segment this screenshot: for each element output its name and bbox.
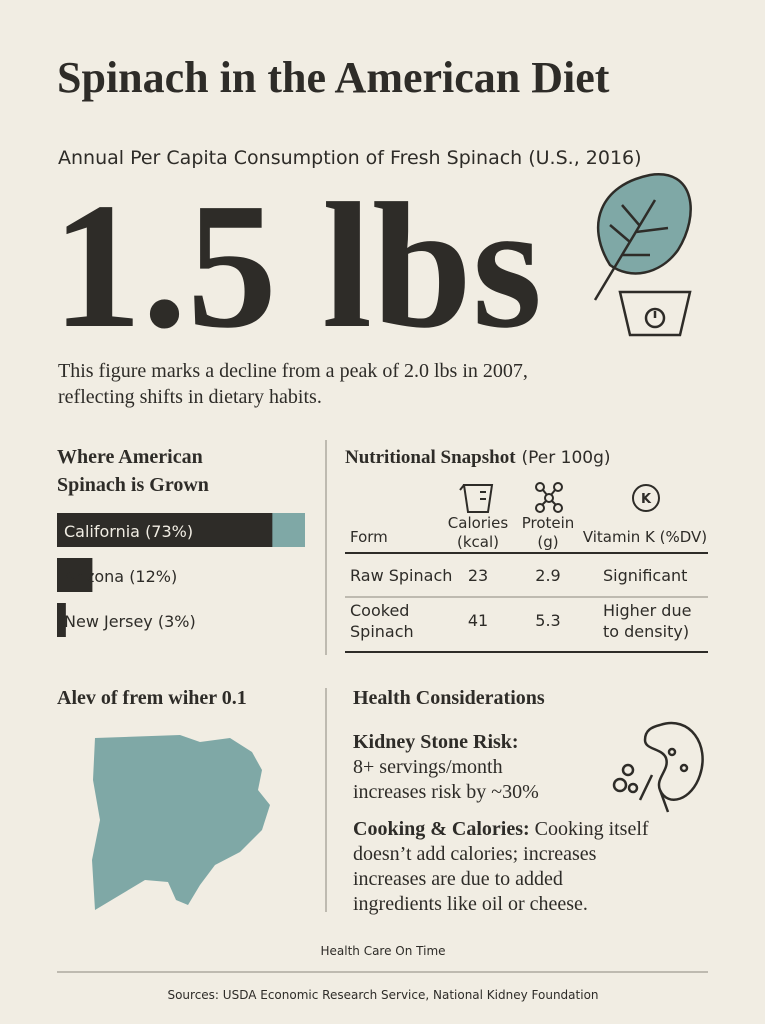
kidney-icon	[612, 721, 704, 813]
column-header: Protein	[522, 514, 575, 532]
cooking-heading: Cooking & Calories:	[353, 818, 530, 840]
health-title: Health Considerations	[353, 687, 545, 709]
state-bar	[57, 603, 66, 637]
cooking-text: increases are due to added	[353, 868, 563, 890]
title: Spinach in the American Diet	[57, 53, 610, 102]
table-cell: to density)	[603, 622, 689, 641]
nutrition-title-main: Nutritional Snapshot	[345, 447, 516, 468]
nutrition-per: (Per 100g)	[522, 448, 611, 468]
state-label: California (73%)	[64, 522, 193, 541]
kidney-heading: Kidney Stone Risk:	[353, 731, 519, 753]
table-cell: 23	[468, 566, 488, 585]
state-bar	[57, 513, 273, 547]
state-label: Arizona (12%)	[64, 567, 177, 586]
section-title: Spinach is Grown	[57, 474, 209, 496]
cooking-line: Cooking itself	[530, 818, 649, 840]
table-cell: Spinach	[350, 622, 414, 641]
subtitle: Annual Per Capita Consumption of Fresh S…	[58, 147, 642, 169]
column-header: Form	[350, 528, 388, 546]
cooking-text: Cooking & Calories: Cooking itself	[353, 818, 649, 840]
column-header: (g)	[537, 533, 558, 551]
headline-note: reflecting shifts in dietary habits.	[58, 386, 322, 408]
column-header: Calories	[448, 514, 509, 532]
brand: Health Care On Time	[320, 944, 445, 958]
map-title: Alev of frem wiher 0.1	[57, 687, 247, 709]
headline-note: This figure marks a decline from a peak …	[58, 360, 528, 382]
cooking-text: ingredients like oil or cheese.	[353, 893, 588, 915]
table-icons	[459, 482, 660, 513]
kidney-text: 8+ servings/month	[353, 756, 503, 778]
cooking-text: doesn’t add calories; increases	[353, 843, 597, 865]
column-header: (kcal)	[457, 533, 499, 551]
table-cell: Higher due	[603, 601, 691, 620]
table-cell: 5.3	[535, 611, 560, 630]
table-cell: Raw Spinach	[350, 566, 452, 585]
table-cell: Significant	[603, 566, 687, 585]
nutrition-table: Form Calories(kcal) Protein(g) Vitamin K (%…	[350, 514, 707, 641]
kidney-text: increases risk by ~30%	[353, 781, 539, 803]
column-header: Vitamin K (%DV)	[583, 528, 707, 546]
vitamin-icon: K	[641, 492, 652, 507]
state-bars: California (73%) Arizona (12%) New Jersey …	[57, 513, 305, 637]
sources: Sources: USDA Economic Research Service,…	[167, 988, 598, 1002]
us-map	[92, 735, 270, 910]
table-cell: 41	[468, 611, 488, 630]
table-cell: Cooked	[350, 601, 409, 620]
headline-figure: 1.5 lbs	[52, 166, 542, 365]
section-title: Where American	[57, 446, 203, 468]
table-cell: 2.9	[535, 566, 560, 585]
state-bar	[57, 558, 93, 592]
state-label: New Jersey (3%)	[64, 612, 196, 631]
spinach-icon	[593, 173, 692, 337]
nutrition-title: Nutritional Snapshot (Per 100g)	[345, 447, 611, 468]
